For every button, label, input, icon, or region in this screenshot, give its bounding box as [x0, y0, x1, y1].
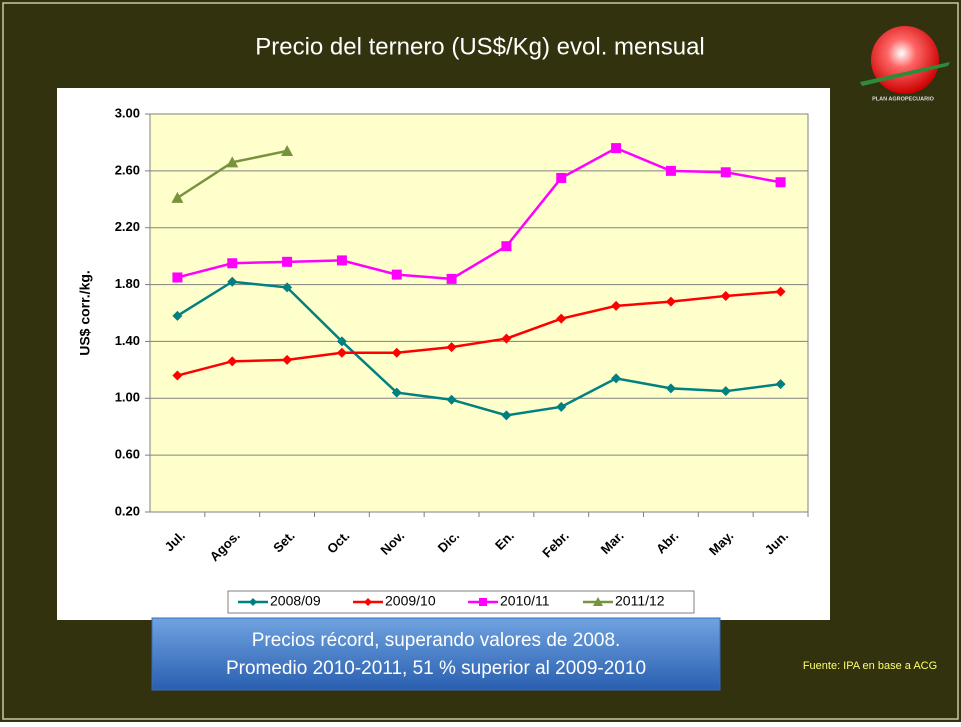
marker: [227, 356, 238, 367]
marker: [775, 177, 786, 188]
y-tick-label: 1.80: [115, 276, 140, 291]
logo-swoosh: [860, 62, 950, 86]
marker: [171, 191, 184, 203]
marker: [501, 333, 512, 344]
plot-area: [149, 113, 809, 513]
marker: [364, 598, 372, 606]
callout-line: Precios récord, superando valores de 200…: [252, 630, 621, 651]
legend-label: 2011/12: [615, 593, 665, 609]
marker: [172, 370, 183, 381]
marker: [172, 272, 183, 283]
marker: [172, 310, 183, 321]
marker: [556, 172, 567, 183]
marker: [479, 598, 487, 606]
marker: [720, 167, 731, 178]
marker: [775, 286, 786, 297]
chart-title: Precio del ternero (US$/Kg) evol. mensua…: [255, 33, 705, 60]
marker: [391, 269, 402, 280]
legend-label: 2010/11: [500, 593, 550, 609]
marker: [227, 258, 238, 269]
marker: [446, 273, 457, 284]
marker: [391, 347, 402, 358]
logo-circle: [871, 26, 939, 94]
marker: [593, 597, 603, 606]
logo-text: PLAN AGROPECUARIO: [872, 96, 935, 102]
marker: [665, 296, 676, 307]
marker: [281, 144, 294, 156]
callout-box: [151, 617, 721, 691]
marker: [556, 401, 567, 412]
y-axis-label: US$ corr./kg.: [77, 270, 93, 356]
marker: [720, 386, 731, 397]
marker: [720, 290, 731, 301]
marker: [249, 598, 257, 606]
series-line: [177, 146, 781, 281]
y-tick-label: 2.20: [115, 219, 140, 234]
callout-line: Promedio 2010-2011, 51 % superior al 200…: [226, 658, 646, 679]
marker: [665, 165, 676, 176]
marker: [391, 387, 402, 398]
legend-box: [227, 590, 695, 614]
marker: [611, 373, 622, 384]
marker: [336, 347, 347, 358]
marker: [446, 394, 457, 405]
marker: [282, 282, 293, 293]
y-tick-label: 0.20: [115, 503, 140, 518]
y-tick-label: 0.60: [115, 447, 140, 462]
marker: [501, 241, 512, 252]
marker: [336, 336, 347, 347]
y-tick-label: 1.00: [115, 390, 140, 405]
series-line: [177, 290, 781, 377]
y-tick-label: 3.00: [115, 105, 140, 120]
marker: [446, 342, 457, 353]
marker: [611, 143, 622, 154]
marker: [227, 276, 238, 287]
series-line: [176, 280, 781, 417]
marker: [611, 300, 622, 311]
y-tick-label: 2.60: [115, 162, 140, 177]
legend-label: 2008/09: [270, 593, 321, 609]
marker: [282, 354, 293, 365]
marker: [226, 156, 239, 168]
y-tick-label: 1.40: [115, 333, 140, 348]
marker: [282, 256, 293, 267]
marker: [775, 379, 786, 390]
marker: [336, 255, 347, 266]
marker: [556, 313, 567, 324]
marker: [665, 383, 676, 394]
marker: [501, 410, 512, 421]
legend-label: 2009/10: [385, 593, 436, 609]
source-note: Fuente: IPA en base a ACG: [803, 660, 937, 672]
